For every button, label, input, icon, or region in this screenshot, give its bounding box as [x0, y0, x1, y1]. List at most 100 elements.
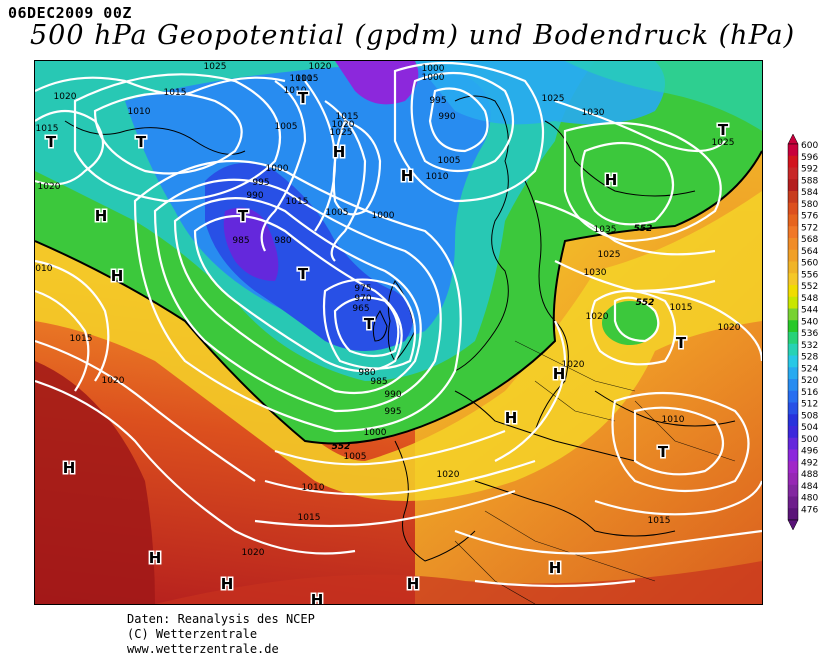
pressure-label: 970 [354, 294, 371, 304]
low-pressure-symbol: H [549, 559, 562, 577]
legend-value-label: 512 [801, 400, 818, 410]
pressure-label: 990 [246, 191, 263, 201]
legend-swatch [788, 414, 798, 427]
pressure-label: 1025 [204, 62, 227, 72]
legend-swatch [788, 355, 798, 368]
legend-swatch [788, 426, 798, 439]
high-pressure-symbol: H [605, 171, 618, 189]
high-pressure-symbol: H [401, 167, 414, 185]
pressure-label: 1015 [670, 303, 693, 313]
legend-value-label: 580 [801, 200, 818, 210]
legend-value-label: 476 [801, 505, 818, 515]
pressure-label: 1025 [542, 94, 565, 104]
pressure-label: 1025 [598, 250, 621, 260]
legend-value-label: 520 [801, 376, 818, 386]
high-pressure-symbol: H [553, 365, 566, 383]
contour-552 [35, 150, 762, 445]
map-date: 06DEC2009 00Z [8, 4, 132, 22]
low-pressure-symbol: T [298, 265, 309, 283]
borders [454, 340, 736, 604]
legend-swatch [788, 508, 798, 521]
legend-swatch [788, 332, 798, 345]
pressure-systems: T T T T T T T T T H H H H H H H H H H H … [44, 88, 730, 605]
pressure-label: 1015 [298, 513, 321, 523]
legend-swatch [788, 390, 798, 403]
pressure-label: 1015 [648, 516, 671, 526]
legend-bottom-arrow [787, 519, 799, 531]
high-pressure-symbol: H [221, 575, 234, 593]
pressure-label: 1015 [70, 334, 93, 344]
pressure-label: 995 [384, 407, 401, 417]
pressure-label: 965 [352, 304, 369, 314]
legend-value-label: 544 [801, 306, 818, 316]
legend-value-label: 480 [801, 494, 818, 504]
pressure-label: 1015 [296, 74, 319, 84]
low-pressure-symbol: T [46, 133, 57, 151]
pressure-label: 1010 [662, 415, 685, 425]
pressure-label: 985 [232, 236, 249, 246]
pressure-label: 990 [438, 112, 455, 122]
legend-value-label: 532 [801, 341, 818, 351]
legend-swatch [788, 402, 798, 415]
legend-swatch [788, 320, 798, 333]
pressure-label: 1000 [372, 211, 395, 221]
low-pressure-symbol: T [298, 89, 309, 107]
legend-value-label: 524 [801, 364, 818, 374]
legend-swatch [788, 285, 798, 298]
legend-swatch [788, 249, 798, 262]
high-pressure-symbol: H [311, 591, 324, 604]
low-pressure-symbol: H [407, 575, 420, 593]
legend-value-label: 568 [801, 235, 818, 245]
legend-value-label: 588 [801, 176, 818, 186]
legend-value-label: 528 [801, 353, 818, 363]
data-source-line: Daten: Reanalysis des NCEP [127, 612, 315, 626]
data-source-credits: Daten: Reanalysis des NCEP (C) Wetterzen… [127, 612, 315, 657]
legend-swatch [788, 238, 798, 251]
pressure-label: 1020 [309, 62, 332, 72]
pressure-label: 1005 [438, 156, 461, 166]
legend-value-label: 592 [801, 165, 818, 175]
pressure-label: 1015 [336, 112, 359, 122]
pressure-label: 985 [370, 377, 387, 387]
color-legend: 600 596 592 588 584 580 576 572 568 564 560 556 552 5… [786, 132, 824, 532]
legend-swatch [788, 214, 798, 227]
legend-value-label: 600 [801, 141, 818, 151]
high-pressure-symbol: H [111, 267, 124, 285]
high-pressure-symbol: H [149, 549, 162, 567]
low-pressure-symbol: T [238, 207, 249, 225]
pressure-label: 1015 [286, 197, 309, 207]
legend-value-label: 552 [801, 282, 818, 292]
geopotential-labels: 552 552 552 552 [332, 224, 655, 452]
legend-top-arrow [787, 133, 799, 145]
legend-swatch [788, 379, 798, 392]
legend-value-label: 496 [801, 447, 818, 457]
pressure-label: 1020 [562, 360, 585, 370]
pressure-label: 1010 [426, 172, 449, 182]
pressure-label: 1025 [330, 128, 353, 138]
high-pressure-symbol: H [95, 207, 108, 225]
west-dark-red [35, 361, 155, 604]
pressure-label: 1010 [284, 86, 307, 96]
legend-value-label: 516 [801, 388, 818, 398]
pressure-label: 1020 [38, 182, 61, 192]
copyright-line: (C) Wetterzentrale [127, 627, 258, 641]
pressure-label: 975 [354, 284, 371, 294]
high-pressure-symbol: H [63, 459, 76, 477]
legend-value-label: 576 [801, 212, 818, 222]
low-pressure-symbol: T [364, 315, 375, 333]
legend-swatch [788, 191, 798, 204]
website-link[interactable]: www.wetterzentrale.de [127, 642, 279, 656]
geopotential-label: 552 [332, 442, 351, 452]
legend-swatch [788, 496, 798, 509]
pressure-label: 995 [429, 96, 446, 106]
legend-swatch [788, 473, 798, 486]
ne-cyan [565, 61, 762, 131]
map-title: 500 hPa Geopotential (gpdm) und Bodendru… [30, 20, 796, 51]
legend-swatch [788, 226, 798, 239]
legend-value-label: 596 [801, 153, 818, 163]
pressure-label: 995 [252, 178, 269, 188]
pressure-label: 1020 [242, 548, 265, 558]
legend-value-label: 564 [801, 247, 818, 257]
pressure-label: 1010 [35, 264, 53, 274]
pressure-label: 1020 [332, 120, 355, 130]
